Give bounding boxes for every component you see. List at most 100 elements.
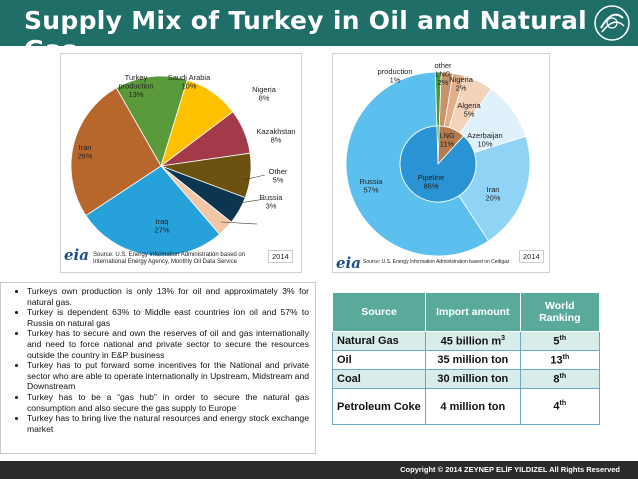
bullet-item: Turkeys own production is only 13% for o… [27,286,315,307]
slice-label-pct: 8% [271,136,282,145]
slice-label: Other 5% [269,167,288,185]
slice-label-pct: 10% [181,82,196,91]
leader-line [232,198,266,205]
eia-logo: eia [336,254,361,272]
slice-label: Nigeria 2% [449,75,474,93]
cell-rank: 13th [519,350,601,370]
cell-source: Coal [331,369,427,389]
table-row: Coal 30 million ton 8th [331,369,601,389]
slice-label-pct: 20% [485,194,500,203]
title-bar: Supply Mix of Turkey in Oil and Natural … [0,0,638,64]
cell-rank: 4th [519,388,601,425]
oil-supply-figure: Turkey production 13% Saudi Arabia 10% Nigeri… [60,53,302,273]
bullet-list: Turkeys own production is only 13% for o… [1,286,315,434]
slice-label-pct: 8% [259,94,270,103]
slice-label-name: Iran [487,185,500,194]
cell-amount: 30 million ton [425,369,521,389]
gas-chart-source: Source: U.S. Energy Information Administ… [363,259,510,265]
slice-label: Iran 26% [77,143,92,161]
bullet-item: Turkey has to be a “gas hub” in order to… [27,392,315,413]
oil-pie-chart: Turkey production 13% Saudi Arabia 10% Nigeri… [70,73,296,257]
oil-slice-iran [70,87,162,217]
slice-label: other LNG 2% [434,61,452,87]
slice-label-pct: 1% [390,76,401,85]
slice-label: Russia 3% [260,193,284,211]
cell-amount: 35 million ton [425,350,521,370]
slice-label-name: Russia [360,177,384,186]
slice-label-name: other [434,61,452,70]
cell-amount: 45 billion m3 [425,331,521,351]
slice-label-pct: 10% [477,140,492,149]
bullet-item: Turkey has to secure and own the reserve… [27,328,315,360]
slice-label-pct: 3% [266,202,277,211]
slice-label: Saudi Arabia 10% [168,73,211,91]
cell-source: Natural Gas [331,331,427,351]
slice-label: Iran 20% [485,185,500,203]
slice-label-pct: 57% [363,186,378,195]
inner-label-name: Pipeline [418,173,445,182]
slice-label-name: Saudi Arabia [168,73,211,82]
slice-label: Azerbaijan 10% [467,131,502,149]
slice-label-name: production [377,67,412,76]
slice-label-pct: 2% [456,84,467,93]
oil-slice-iraq [85,165,221,257]
gas-inner-slice-pipeline [399,125,477,203]
table-header-row: Source Import amount World Ranking [331,292,601,332]
page-title: Supply Mix of Turkey in Oil and Natural … [24,6,587,64]
table-row: Petroleum Coke 4 million ton 4th [331,388,601,425]
slice-label-pct: 5% [464,110,475,119]
bullet-list-box: Turkeys own production is only 13% for o… [0,282,316,454]
oil-source-line-2: International Energy Agency, Monthly Oil… [93,259,237,265]
cell-amount: 4 million ton [425,388,521,425]
inner-slice-label: Pipeline 86% [418,173,445,191]
slice-label: Turkey production 13% [118,73,153,99]
slice-label-name: production [118,82,153,91]
slice-label-name: Turkey [125,73,148,82]
slice-label-name: Nigeria [449,75,474,84]
oil-chart-year: 2014 [268,250,293,263]
slice-label-name: Russia [260,193,284,202]
inner-label-pct: 86% [423,182,438,191]
gas-chart-year: 2014 [519,250,544,263]
leader-line [220,221,258,225]
slice-label-name: Nigeria [252,85,277,94]
slice-label-name: Kazakhstan [256,127,295,136]
bullet-item: Turkey has to put forward some incentive… [27,360,315,392]
slice-label-name: LNG [435,70,451,79]
slice-label: Nigeria 8% [252,85,277,103]
oil-slice-turkey-production [115,75,188,168]
cell-rank: 8th [519,369,601,389]
leader-line [242,174,266,181]
cell-rank: 5th [519,331,601,351]
slice-label-name: Algeria [457,101,481,110]
slice-label-name: Iraq [156,217,169,226]
slice-label-pct: 27% [154,226,169,235]
gas-supply-figure: production 1% other LNG 2% Nigeria 2% Algeria 5%… [332,53,550,273]
inner-slice-label: LNG 11% [439,131,455,149]
slice-label-pct: 2% [438,78,449,87]
eia-logo: eia [64,246,89,264]
bullet-item: Turkey is dependent 63% to Middle east c… [27,307,315,328]
inner-label-pct: 11% [440,140,455,149]
slice-label-name: Iran [79,143,92,152]
oil-source-line-1: Source: U.S. Energy Information Administ… [93,252,246,258]
slice-label-pct: 5% [273,176,284,185]
slice-label: Algeria 5% [457,101,481,119]
header-ranking: World Ranking [519,292,601,332]
slice-label-pct: 13% [128,90,143,99]
company-logo-icon [594,5,630,41]
cell-source: Petroleum Coke [331,388,427,425]
copyright-text: Copyright © 2014 ZEYNEP ELİF YILDIZEL Al… [400,465,620,474]
slice-label: Russia 57% [360,177,384,195]
header-amount: Import amount [425,292,521,332]
inner-label-name: LNG [439,131,455,140]
header-source: Source [331,292,427,332]
slice-label-name: Other [269,167,288,176]
table-row: Oil 35 million ton 13th [331,350,601,370]
slice-label: Kazakhstan 8% [256,127,295,145]
import-table: Source Import amount World Ranking Natur… [331,292,601,425]
slice-label: production 1% [377,67,412,85]
bullet-item: Turkey has to bring live the natural res… [27,413,315,434]
gas-donut-chart: production 1%other LNG 2% Nigeria 2%Algeria 5%… [345,61,531,257]
slice-label: Iraq 27% [154,217,169,235]
